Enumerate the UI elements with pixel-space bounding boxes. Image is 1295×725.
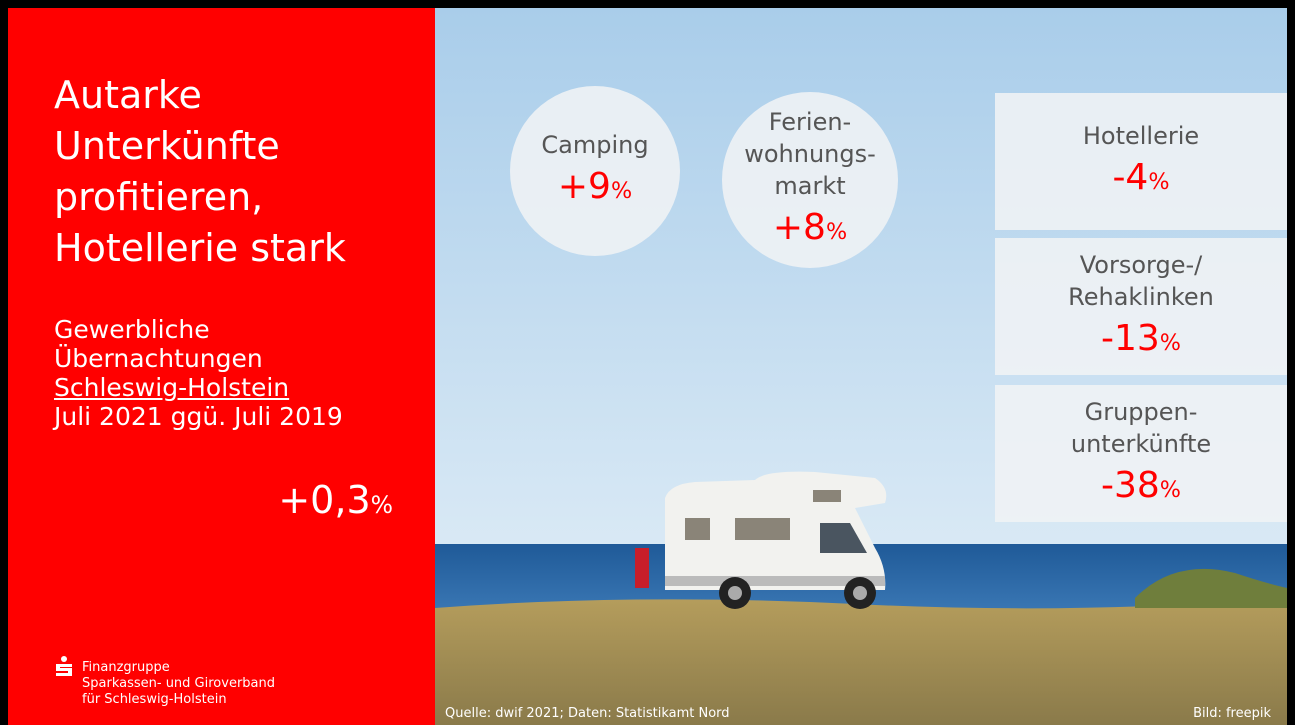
stat-value: +9% (558, 165, 632, 213)
stat-value: -4% (1112, 156, 1169, 204)
logo-line: Finanzgruppe (82, 660, 170, 675)
total-unit: % (370, 491, 393, 519)
stat-label: Vorsorge-/ Rehaklinken (1068, 249, 1214, 313)
stat-unit: % (825, 219, 848, 245)
stat-label: Camping (541, 129, 648, 161)
stat-label-line: Vorsorge-/ (1079, 250, 1203, 279)
photo: Quelle: dwif 2021; Daten: Statistikamt N… (435, 8, 1287, 725)
logo-line: Sparkassen- und Giroverband (82, 676, 275, 691)
stat-label-line: Hotellerie (1082, 121, 1200, 150)
stat-label-line: Gruppen- (1084, 397, 1198, 426)
title-line: Autarke (54, 73, 202, 117)
total: +0,3% (278, 478, 393, 522)
stat-value: +8% (773, 206, 847, 254)
title-line: Hotellerie stark (54, 226, 346, 270)
stat-label-line: unterkünfte (1070, 429, 1212, 458)
image-credit: Bild: freepik (1193, 706, 1271, 721)
subtitle-line: Schleswig-Holstein (54, 373, 290, 402)
logo-icon (56, 656, 72, 676)
stat-unit: % (1148, 168, 1170, 195)
stat-circle: Camping +9% (510, 86, 680, 256)
stat-number: -4 (1112, 156, 1149, 198)
stat-box: Vorsorge-/ Rehaklinken -13% (995, 238, 1287, 375)
red-panel: Autarke Unterkünfte profitieren, Hotellerie… (8, 8, 435, 725)
camper (635, 471, 887, 609)
title: Autarke Unterkünfte profitieren, Hotellerie… (54, 70, 346, 274)
logo-line: für Schleswig-Holstein (82, 692, 227, 707)
stat-label: Ferien-wohnungs-markt (744, 106, 876, 202)
title-line: profitieren, (54, 175, 264, 219)
stat-circle: Ferien-wohnungs-markt +8% (722, 92, 898, 268)
subtitle: Gewerbliche Übernachtungen Schleswig-Holst… (54, 315, 343, 431)
stat-label-line: markt (774, 172, 846, 200)
stat-value: -38% (1101, 464, 1181, 512)
stat-box: Gruppen-unterkünfte -38% (995, 385, 1287, 522)
stat-number: -13 (1100, 317, 1160, 359)
stat-label: Gruppen-unterkünfte (1071, 396, 1211, 460)
subtitle-line: Übernachtungen (54, 344, 263, 373)
title-line: Unterkünfte (54, 124, 280, 168)
source: Quelle: dwif 2021; Daten: Statistikamt N… (445, 706, 730, 721)
stat-label: Hotellerie (1083, 120, 1199, 152)
stat-number: +9 (557, 166, 611, 207)
stat-unit: % (610, 178, 633, 204)
stat-unit: % (1159, 476, 1181, 503)
subtitle-line: Juli 2021 ggü. Juli 2019 (54, 402, 343, 431)
stat-label-line: Rehaklinken (1068, 282, 1214, 311)
stat-label-line: wohnungs- (744, 140, 876, 168)
stat-box: Hotellerie -4% (995, 93, 1287, 230)
total-value: +0,3 (278, 478, 371, 522)
stat-label-line: Camping (541, 131, 649, 159)
stat-unit: % (1159, 329, 1181, 356)
logo: Finanzgruppe Sparkassen- und Giroverband f… (54, 656, 275, 708)
stat-value: -13% (1101, 317, 1181, 365)
stat-label-line: Ferien- (768, 108, 852, 136)
stat-number: -38 (1100, 464, 1160, 506)
subtitle-line: Gewerbliche (54, 315, 210, 344)
stat-number: +8 (772, 207, 826, 248)
